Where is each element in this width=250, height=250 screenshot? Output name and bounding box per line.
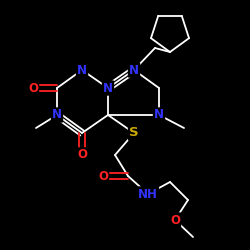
Text: NH: NH — [138, 188, 158, 200]
Text: O: O — [98, 170, 108, 182]
Text: O: O — [170, 214, 180, 226]
Text: N: N — [103, 82, 113, 94]
Text: S: S — [129, 126, 139, 140]
Text: N: N — [52, 108, 62, 122]
Text: O: O — [77, 148, 87, 162]
Text: N: N — [154, 108, 164, 122]
Text: N: N — [77, 64, 87, 76]
Text: O: O — [28, 82, 38, 94]
Text: N: N — [129, 64, 139, 76]
